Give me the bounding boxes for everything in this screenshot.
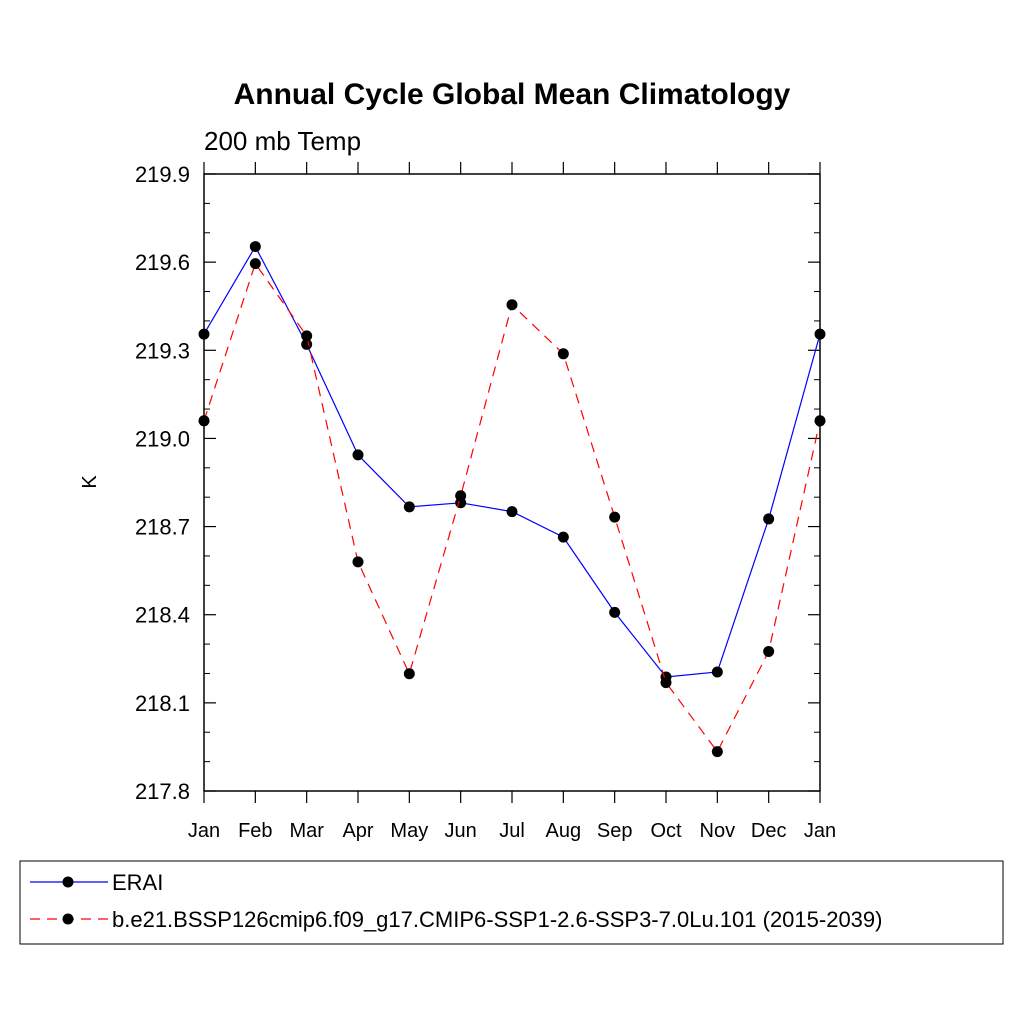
- x-tick-label: Jan: [804, 820, 836, 842]
- y-tick-label: 218.7: [135, 515, 190, 540]
- series-2-point: [660, 677, 672, 689]
- x-tick-label: Aug: [546, 820, 582, 842]
- chart-subtitle: 200 mb Temp: [204, 126, 361, 156]
- y-tick-label: 218.1: [135, 691, 190, 716]
- series-1-point: [249, 241, 261, 253]
- series-2-point: [301, 330, 313, 342]
- y-tick-label: 217.8: [135, 779, 190, 804]
- x-tick-label: Dec: [751, 820, 787, 842]
- series-1-point: [763, 513, 775, 525]
- series-2-point: [506, 299, 518, 311]
- x-axis: Jan Feb Mar Apr May Jun Jul Aug Sep Oct Nov Dec Jan: [188, 162, 836, 842]
- x-tick-label: Feb: [238, 820, 272, 842]
- series-2-point: [403, 668, 415, 680]
- series-2-point: [557, 348, 569, 360]
- series-1-point: [609, 606, 621, 618]
- plot-frame: [203, 173, 821, 792]
- series-2-point: [609, 511, 621, 523]
- x-tick-label: Oct: [650, 820, 682, 842]
- x-tick-label: Sep: [597, 820, 633, 842]
- series-1-point: [403, 501, 415, 513]
- series-1-point: [198, 328, 210, 340]
- y-axis: 217.8 218.1 218.4 218.7 219.0 219.3 219.6 219.9: [135, 162, 820, 804]
- series-2-point: [249, 258, 261, 270]
- series-line-1: [203, 245, 821, 678]
- series-1-point: [352, 449, 364, 461]
- legend-label-2: b.e21.BSSP126cmip6.f09_g17.CMIP6-SSP1-2.…: [112, 907, 882, 932]
- series-2-point: [814, 415, 826, 427]
- y-tick-label: 218.4: [135, 603, 190, 628]
- series-1-point: [557, 531, 569, 543]
- series-2-point: [352, 556, 364, 568]
- y-axis-label: K: [79, 475, 101, 489]
- series-2-point: [198, 415, 210, 427]
- x-tick-label: Nov: [700, 820, 736, 842]
- x-tick-label: Jul: [499, 820, 525, 842]
- x-tick-label: Apr: [342, 820, 373, 842]
- series-2-point: [711, 746, 723, 758]
- y-tick-label: 219.0: [135, 426, 190, 451]
- series-1-point: [814, 328, 826, 340]
- series-1-point: [301, 338, 313, 350]
- series-2-point: [763, 645, 775, 657]
- y-tick-label: 219.9: [135, 162, 190, 187]
- y-tick-label: 219.6: [135, 250, 190, 275]
- series-2-point: [455, 490, 467, 502]
- series-1-point: [711, 666, 723, 678]
- x-tick-label: Jan: [188, 820, 220, 842]
- legend-box: [19, 860, 1004, 945]
- legend-marker-2: [62, 913, 74, 925]
- legend-label-1: ERAI: [112, 870, 163, 895]
- series-1-point: [506, 506, 518, 518]
- x-tick-label: Mar: [289, 820, 324, 842]
- legend: ERAI b.e21.BSSP126cmip6.f09_g17.CMIP6-SSP…: [19, 860, 1004, 945]
- x-tick-label: May: [390, 820, 428, 842]
- series-layer: [198, 241, 826, 758]
- legend-marker-1: [62, 876, 74, 888]
- y-tick-label: 219.3: [135, 338, 190, 363]
- chart-title: Annual Cycle Global Mean Climatology: [234, 78, 791, 111]
- x-tick-label: Jun: [445, 820, 477, 842]
